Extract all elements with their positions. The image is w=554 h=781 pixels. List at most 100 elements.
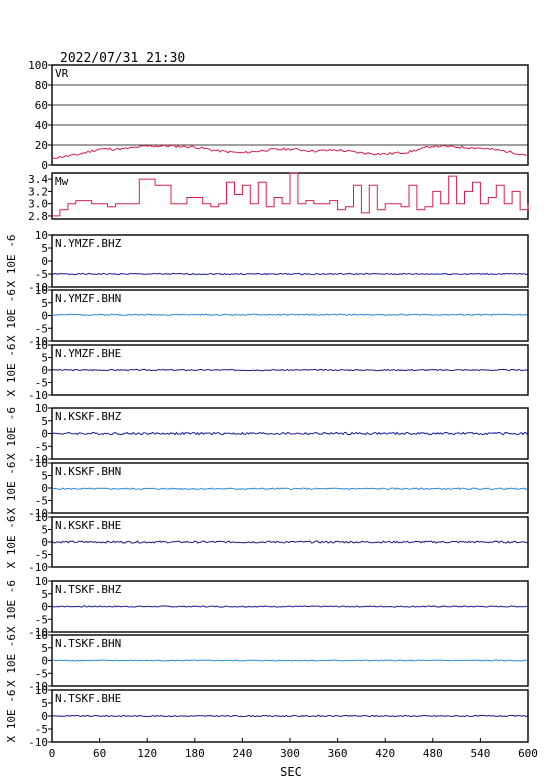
y-axis-label: X 10E -6	[5, 289, 18, 342]
y-tick-label: -5	[35, 440, 48, 453]
series-label: N.KSKF.BHE	[55, 519, 121, 532]
y-axis-label: X 10E -6	[5, 407, 18, 460]
x-tick-label: 360	[328, 747, 348, 760]
y-tick-label: 0	[41, 655, 48, 668]
y-tick-label: 10	[35, 457, 48, 470]
x-tick-label: 60	[93, 747, 106, 760]
y-tick-label: 0	[41, 428, 48, 441]
y-tick-label: -5	[35, 322, 48, 335]
series-label: N.KSKF.BHN	[55, 465, 121, 478]
series-line	[51, 313, 528, 317]
y-axis-label: X 10E -6	[5, 462, 18, 515]
series-line	[51, 659, 528, 662]
y-axis-label: X 10E -6	[5, 516, 18, 569]
y-tick-label: 2.8	[28, 210, 48, 223]
y-tick-label: 0	[41, 536, 48, 549]
y-tick-label: -10	[28, 335, 48, 348]
x-tick-label: 120	[137, 747, 157, 760]
y-tick-label: 0	[41, 482, 48, 495]
x-tick-label: 540	[470, 747, 490, 760]
figure-title: 2022/07/31 21:30	[60, 51, 185, 66]
series-line	[52, 172, 529, 217]
panels: 100806040200VR3.43.23.02.8Mw1050-5-10N.Y…	[5, 59, 538, 760]
y-axis-label: X 10E -6	[5, 344, 18, 397]
y-tick-label: -10	[28, 389, 48, 402]
panel-frame	[51, 64, 529, 166]
x-tick-label: 0	[49, 747, 56, 760]
y-tick-label: 100	[28, 59, 48, 72]
y-tick-label: -5	[35, 723, 48, 736]
y-axis-label: X 10E -6	[5, 634, 18, 687]
y-axis-label: X 10E -6	[5, 235, 18, 288]
y-tick-label: -5	[35, 613, 48, 626]
series-label: Mw	[55, 175, 69, 188]
y-tick-label: -5	[35, 495, 48, 508]
series-line	[51, 714, 528, 718]
series-label: N.TSKF.BHE	[55, 692, 121, 705]
panel-frame	[51, 234, 529, 288]
x-tick-label: 600	[518, 747, 538, 760]
y-tick-label: -5	[35, 377, 48, 390]
series-line	[51, 272, 528, 276]
y-tick-label: 5	[41, 415, 48, 428]
y-axis-label: X 10E -6	[5, 580, 18, 633]
y-tick-label: 0	[41, 364, 48, 377]
series-label: N.YMZF.BHZ	[55, 237, 122, 250]
y-tick-label: 0	[41, 710, 48, 723]
y-tick-label: 10	[35, 339, 48, 352]
y-tick-label: -10	[28, 561, 48, 574]
y-tick-label: 5	[41, 352, 48, 365]
x-axis-label: SEC	[280, 765, 302, 779]
series-line	[51, 540, 528, 544]
y-tick-label: 10	[35, 402, 48, 415]
y-tick-label: 10	[35, 511, 48, 524]
y-tick-label: 5	[41, 242, 48, 255]
y-tick-label: 0	[41, 310, 48, 323]
y-tick-label: -5	[35, 268, 48, 281]
y-tick-label: -10	[28, 507, 48, 520]
x-tick-label: 420	[375, 747, 395, 760]
y-tick-label: 10	[35, 629, 48, 642]
y-tick-label: 5	[41, 524, 48, 537]
y-tick-label: 80	[35, 79, 48, 92]
y-tick-label: -10	[28, 626, 48, 639]
series-label: N.TSKF.BHN	[55, 637, 121, 650]
y-tick-label: 5	[41, 297, 48, 310]
series-label: N.TSKF.BHZ	[55, 583, 122, 596]
series-line	[51, 368, 528, 372]
series-label: N.YMZF.BHE	[55, 347, 121, 360]
y-tick-label: 20	[35, 139, 48, 152]
y-tick-label: 5	[41, 642, 48, 655]
series-label: N.KSKF.BHZ	[55, 410, 122, 423]
y-tick-label: 5	[41, 697, 48, 710]
x-tick-label: 480	[423, 747, 443, 760]
y-tick-label: 3.2	[28, 185, 48, 198]
y-tick-label: -10	[28, 680, 48, 693]
y-tick-label: 10	[35, 575, 48, 588]
y-axis-label: X 10E -6	[5, 690, 18, 743]
y-tick-label: -5	[35, 667, 48, 680]
x-tick-label: 240	[232, 747, 252, 760]
y-tick-label: 10	[35, 284, 48, 297]
series-label: N.YMZF.BHN	[55, 292, 121, 305]
y-tick-label: 3.4	[28, 173, 48, 186]
x-tick-label: 300	[280, 747, 300, 760]
series-line	[51, 144, 529, 160]
y-tick-label: 0	[41, 159, 48, 172]
series-label: VR	[55, 67, 69, 80]
y-tick-label: 5	[41, 470, 48, 483]
y-tick-label: 0	[41, 255, 48, 268]
y-tick-label: 0	[41, 601, 48, 614]
series-line	[51, 431, 528, 436]
series-line	[51, 487, 528, 491]
x-tick-label: 180	[185, 747, 205, 760]
y-tick-label: -5	[35, 549, 48, 562]
y-tick-label: 10	[35, 684, 48, 697]
y-tick-label: -10	[28, 453, 48, 466]
y-tick-label: -10	[28, 281, 48, 294]
y-tick-label: 40	[35, 119, 48, 132]
y-tick-label: 10	[35, 229, 48, 242]
y-tick-label: 5	[41, 588, 48, 601]
series-line	[51, 605, 528, 608]
